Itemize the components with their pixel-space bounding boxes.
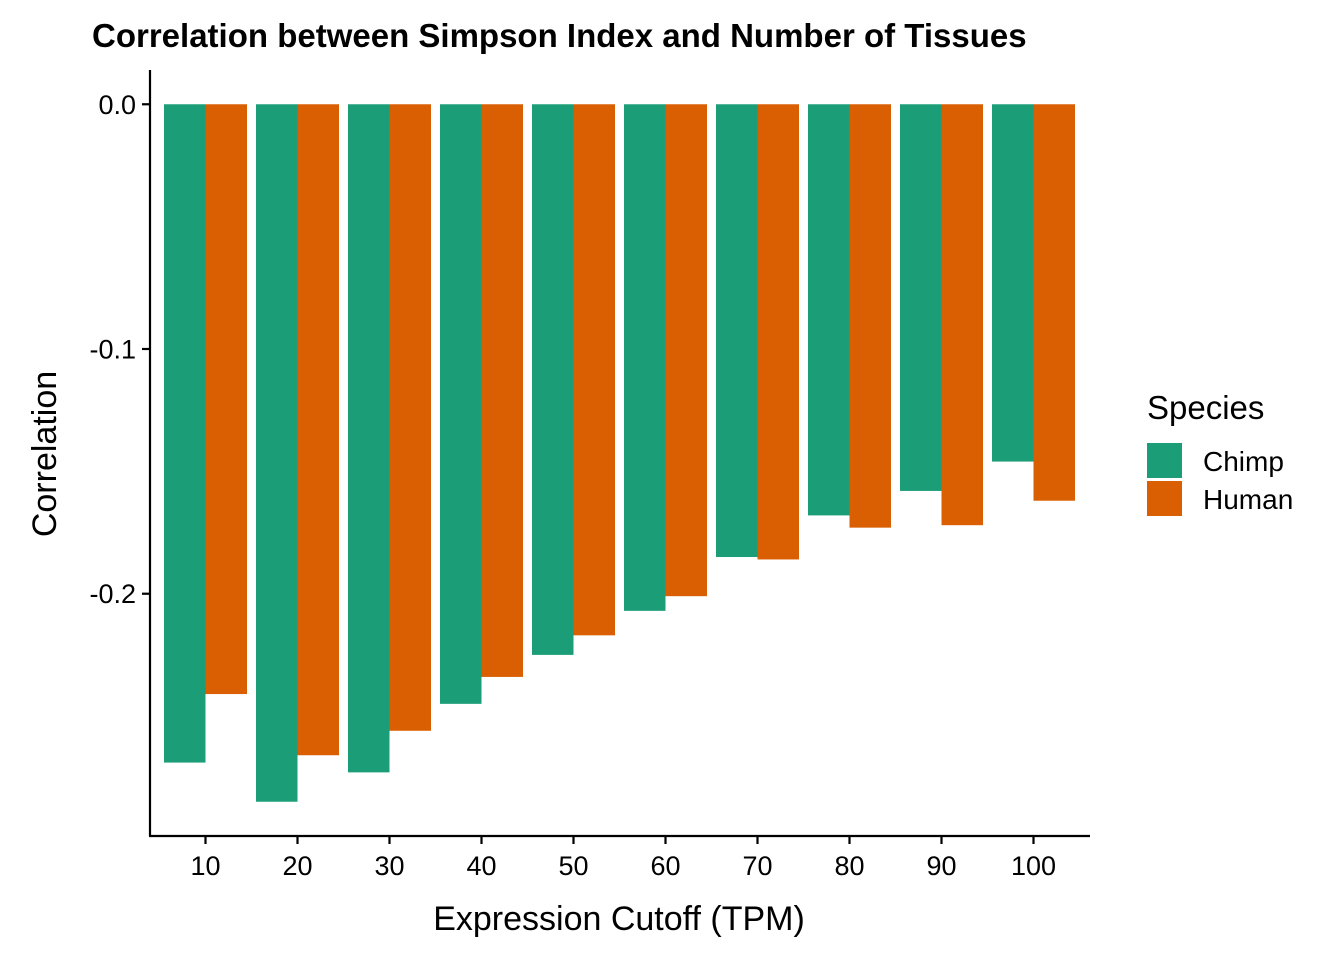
y-tick-label: -0.2 (89, 579, 136, 609)
bar-human-10 (205, 104, 247, 695)
bar-chimp-30 (348, 104, 390, 773)
bars-group (164, 104, 1075, 802)
x-ticks: 10 20 30 40 50 60 70 80 90 100 (190, 836, 1056, 881)
x-tick-label: 80 (834, 851, 864, 881)
x-tick-label: 100 (1011, 851, 1056, 881)
x-tick-label: 30 (374, 851, 404, 881)
x-tick-label: 50 (558, 851, 588, 881)
legend-label-human: Human (1203, 484, 1293, 515)
x-tick-label: 10 (190, 851, 220, 881)
legend-items: Chimp Human (1147, 443, 1293, 516)
bar-chimp-80 (808, 104, 850, 516)
legend-label-chimp: Chimp (1203, 446, 1284, 477)
bar-human-80 (849, 104, 891, 528)
bar-human-100 (1033, 104, 1075, 501)
x-tick-label: 20 (282, 851, 312, 881)
bar-chimp-10 (164, 104, 206, 763)
x-tick-label: 90 (926, 851, 956, 881)
legend-swatch-human (1147, 481, 1182, 516)
x-axis-title: Expression Cutoff (TPM) (433, 900, 805, 938)
bar-chimp-100 (992, 104, 1034, 462)
bar-human-50 (573, 104, 615, 636)
x-axis: 10 20 30 40 50 60 70 80 90 100 (149, 834, 1090, 881)
bar-chimp-20 (256, 104, 298, 802)
legend: Species Chimp Human (1147, 389, 1293, 516)
bar-human-90 (941, 104, 983, 526)
bar-human-60 (665, 104, 707, 597)
x-tick-label: 40 (466, 851, 496, 881)
bar-human-30 (389, 104, 431, 731)
y-tick-label: -0.1 (89, 334, 136, 364)
y-ticks: 0.0 -0.1 -0.2 (89, 90, 150, 609)
bar-human-40 (481, 104, 523, 677)
legend-swatch-chimp (1147, 443, 1182, 478)
bar-chimp-60 (624, 104, 666, 611)
y-axis-title: Correlation (26, 371, 64, 537)
y-tick-label: 0.0 (98, 90, 136, 120)
x-tick-label: 70 (742, 851, 772, 881)
bar-human-70 (757, 104, 799, 560)
x-tick-label: 60 (650, 851, 680, 881)
y-axis: 0.0 -0.1 -0.2 (89, 70, 152, 836)
bar-chimp-40 (440, 104, 482, 704)
bar-chimp-90 (900, 104, 942, 491)
bar-human-20 (297, 104, 339, 756)
bar-chimp-70 (716, 104, 758, 558)
chart-title: Correlation between Simpson Index and Nu… (92, 17, 1027, 54)
bar-chimp-50 (532, 104, 574, 655)
legend-title: Species (1147, 389, 1264, 426)
